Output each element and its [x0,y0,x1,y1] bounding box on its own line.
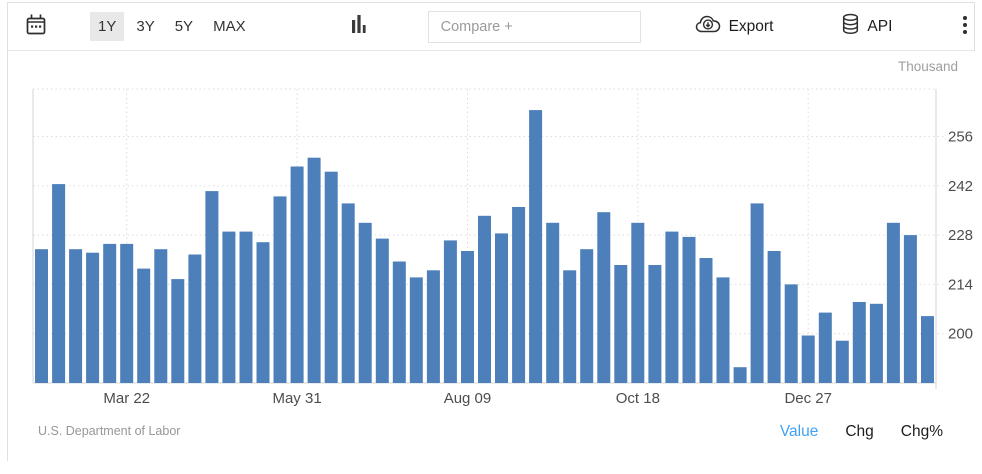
cloud-download-icon [695,14,722,39]
chart-region: Thousand 200 214 228 242 256 Mar 22 May 31 Aug … [8,51,976,461]
value-mode-tabs: Value Chg Chg% [780,423,943,441]
kebab-menu-icon [962,14,968,39]
bar[interactable] [358,222,372,383]
y-tick-label: 200 [948,326,973,343]
bar[interactable] [784,284,798,383]
bar[interactable] [750,203,764,383]
bar[interactable] [222,231,236,383]
tab-value[interactable]: Value [779,423,819,440]
bar[interactable] [256,242,270,383]
bar[interactable] [886,222,900,383]
bar[interactable] [52,184,66,383]
y-tick-label: 228 [948,227,973,244]
bar[interactable] [835,340,849,383]
tab-chg[interactable]: Chg [845,423,874,440]
y-tick-label: 256 [948,129,973,146]
export-label: Export [728,17,774,35]
bar[interactable] [852,302,866,383]
bar[interactable] [154,249,168,383]
x-tick-label: Mar 22 [103,390,150,407]
bar[interactable] [120,243,134,383]
range-button-max[interactable]: MAX [205,12,254,41]
bar[interactable] [290,166,304,384]
calendar-icon [24,12,48,41]
bar[interactable] [665,231,679,383]
bar[interactable] [443,240,457,383]
bar[interactable] [716,277,730,383]
bar[interactable] [375,238,389,383]
bar[interactable] [86,252,100,383]
tab-chg-pct[interactable]: Chg% [900,423,943,440]
bar[interactable] [767,251,781,383]
bar[interactable] [392,261,406,384]
bar[interactable] [307,157,321,383]
chart-widget: 1Y 3Y 5Y MAX [7,2,976,461]
bar[interactable] [341,203,355,383]
range-selector: 1Y 3Y 5Y MAX [90,12,254,41]
database-icon [841,13,860,40]
bar-chart-icon [350,13,368,40]
bar[interactable] [818,312,832,383]
bar[interactable] [35,249,48,383]
bar[interactable] [478,215,491,383]
bar[interactable] [137,268,151,383]
toolbar: 1Y 3Y 5Y MAX [8,3,974,51]
bar[interactable] [171,279,185,383]
compare-input[interactable] [427,10,641,43]
bar[interactable] [103,243,117,383]
bar[interactable] [512,207,526,383]
bar[interactable] [614,265,628,383]
bar[interactable] [409,277,423,383]
bar[interactable] [648,265,662,383]
source-label: U.S. Department of Labor [38,424,181,438]
bar[interactable] [597,212,611,383]
bar[interactable] [69,249,83,383]
y-tick-label: 214 [948,276,973,293]
more-options-button[interactable] [958,10,972,43]
bar[interactable] [239,231,253,383]
x-tick-label: May 31 [272,390,321,407]
bar[interactable] [733,367,747,383]
bar[interactable] [529,110,543,383]
api-label: API [867,17,893,35]
range-button-3y[interactable]: 3Y [128,12,162,41]
bar[interactable] [495,233,508,383]
bar[interactable] [801,335,815,384]
bar[interactable] [682,236,696,383]
bar[interactable] [205,191,219,383]
bar[interactable] [546,222,560,383]
range-button-1y[interactable]: 1Y [90,12,125,41]
bar[interactable] [324,171,338,383]
bar[interactable] [903,235,917,383]
chart-type-button[interactable] [346,9,372,44]
x-tick-label: Aug 09 [444,390,492,407]
bar[interactable] [580,249,594,383]
bar[interactable] [563,270,577,383]
bar[interactable] [188,254,202,384]
bar[interactable] [631,222,645,383]
x-tick-label: Oct 18 [616,390,660,407]
bar[interactable] [426,270,440,383]
x-tick-label: Dec 27 [784,390,832,407]
calendar-button[interactable] [20,8,52,45]
api-button[interactable]: API [837,9,896,44]
bar[interactable] [921,316,934,383]
range-button-5y[interactable]: 5Y [167,12,201,41]
y-tick-label: 242 [948,178,973,195]
bar[interactable] [699,258,713,383]
bar[interactable] [461,251,474,383]
bar[interactable] [273,196,287,383]
bar[interactable] [869,303,883,383]
unit-label: Thousand [898,59,958,74]
bar-chart-plot[interactable]: Thousand 200 214 228 242 256 Mar 22 May 31 Aug … [8,51,976,461]
export-button[interactable]: Export [691,10,778,43]
